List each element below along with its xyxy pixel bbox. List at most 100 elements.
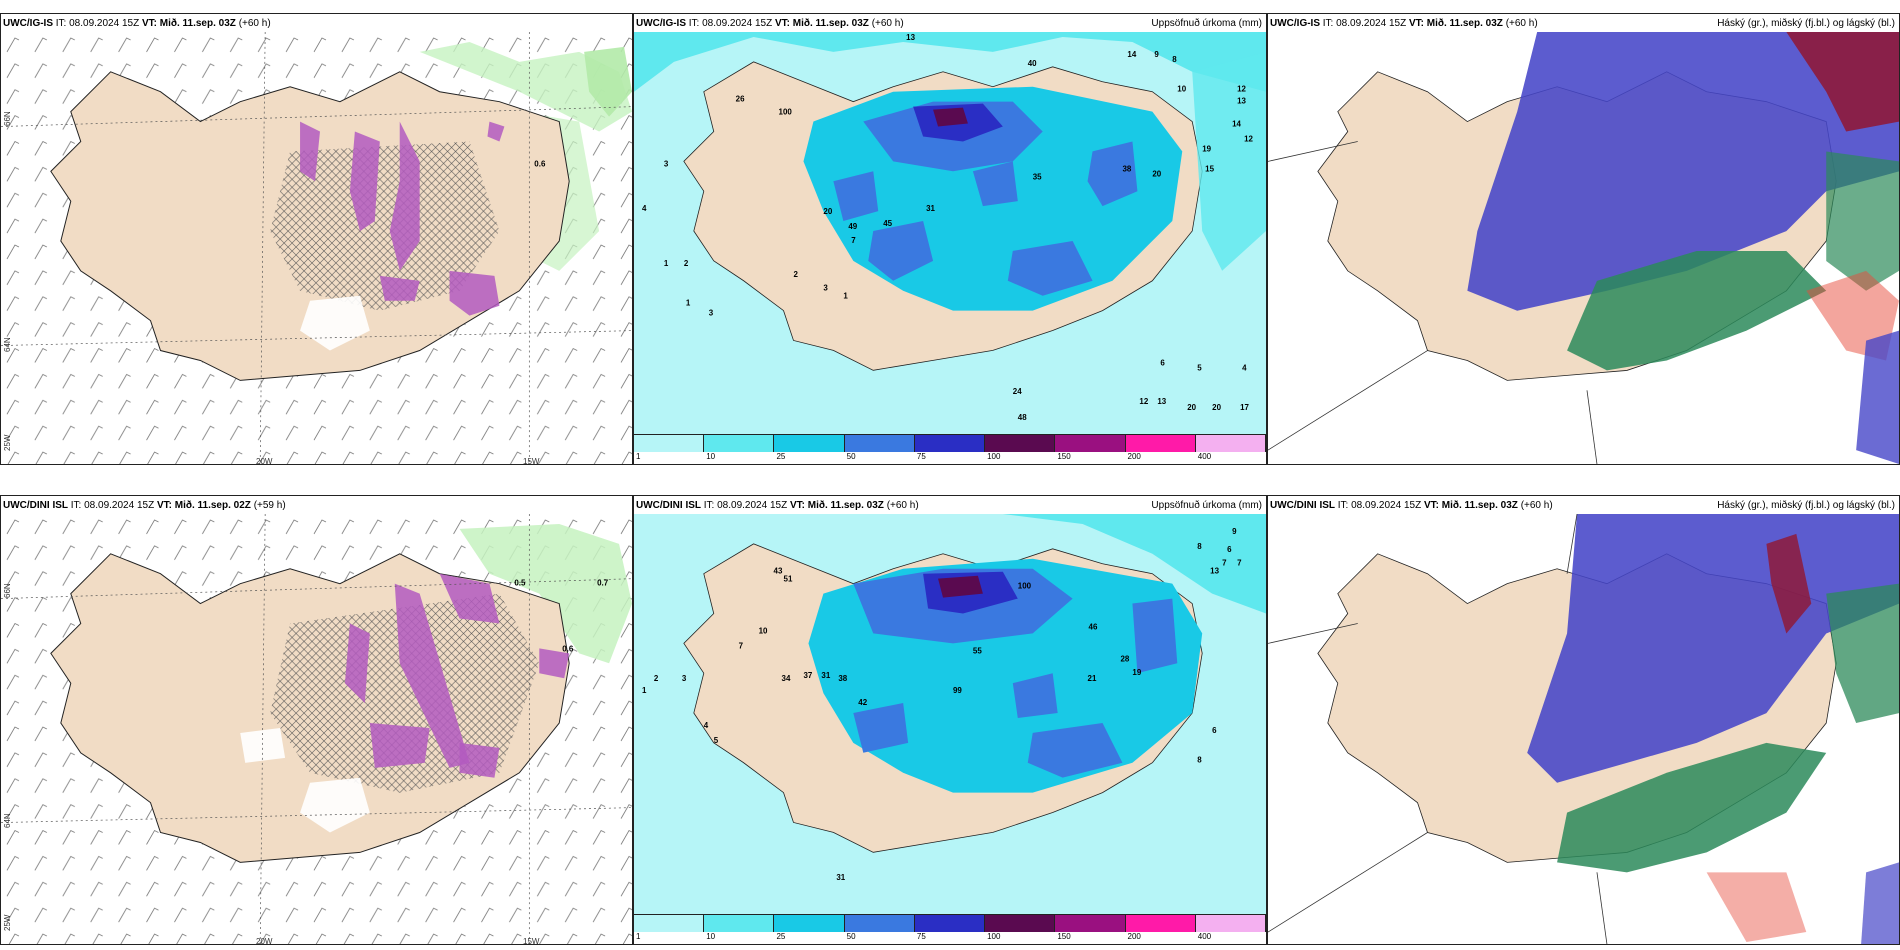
colorbar-swatch [1125, 915, 1196, 933]
colorbar-swatch [1055, 435, 1126, 453]
panel-title: UWC/DINI ISL IT: 08.09.2024 15Z VT: Mið.… [636, 500, 919, 511]
colorbar-swatch [704, 915, 775, 933]
precip-colorbar: 1 10 25 50 75 100 150 200 400 [634, 434, 1266, 464]
svg-text:12: 12 [1237, 85, 1246, 94]
panel-title: UWC/IG-IS IT: 08.09.2024 15Z VT: Mið. 11… [1270, 18, 1538, 29]
panel-subtitle: Uppsöfnuð úrkoma (mm) [1151, 500, 1262, 511]
colorbar-swatch [844, 435, 915, 453]
colorbar-swatch [985, 435, 1056, 453]
svg-text:10: 10 [1177, 85, 1186, 94]
svg-text:21: 21 [1088, 674, 1097, 683]
svg-text:12: 12 [1139, 397, 1148, 406]
svg-text:15: 15 [1205, 164, 1214, 173]
panel-title: UWC/DINI ISL IT: 08.09.2024 15Z VT: Mið.… [1270, 500, 1553, 511]
colorbar-tick: 25 [776, 452, 786, 462]
svg-text:1: 1 [686, 299, 691, 308]
colorbar-tick: 100 [987, 452, 1001, 462]
colorbar-tick: 75 [916, 932, 926, 942]
panel-dini-clouds: UWC/DINI ISL IT: 08.09.2024 15Z VT: Mið.… [1267, 495, 1900, 945]
colorbar-swatch [634, 915, 705, 933]
svg-text:9: 9 [1232, 527, 1237, 536]
svg-text:3: 3 [823, 284, 828, 293]
colorbar-swatch [1195, 915, 1266, 933]
svg-text:100: 100 [1018, 582, 1032, 591]
svg-text:0.7: 0.7 [597, 579, 609, 588]
svg-text:8: 8 [1197, 756, 1202, 765]
svg-text:31: 31 [836, 873, 845, 882]
map-area [1268, 514, 1899, 944]
colorbar-swatch [1195, 435, 1266, 453]
colorbar-swatches [634, 914, 1266, 933]
lon-label-15w: 15W [523, 457, 540, 465]
lon-label-15w: 15W [523, 937, 540, 945]
svg-text:8: 8 [1197, 542, 1202, 551]
colorbar-tick: 25 [776, 932, 786, 942]
svg-text:0.5: 0.5 [514, 579, 526, 588]
lat-label-66n: 66N [3, 583, 12, 598]
svg-text:100: 100 [779, 108, 793, 117]
panel-dini-precip: UWC/DINI ISL IT: 08.09.2024 15Z VT: Mið.… [633, 495, 1267, 945]
svg-text:7: 7 [1222, 559, 1227, 568]
colorbar-swatch [1055, 915, 1126, 933]
svg-text:4: 4 [642, 204, 647, 213]
lat-label-66n: 66N [3, 111, 12, 126]
colorbar-swatches [634, 434, 1266, 453]
map-area: 0.7 0.5 0.6 [1, 514, 632, 944]
colorbar-swatch [914, 435, 986, 453]
svg-text:31: 31 [926, 204, 935, 213]
svg-text:37: 37 [803, 671, 812, 680]
svg-text:13: 13 [1237, 97, 1246, 106]
svg-text:1: 1 [642, 686, 647, 695]
svg-text:1: 1 [843, 292, 848, 301]
svg-text:26: 26 [736, 95, 745, 104]
svg-text:19: 19 [1132, 668, 1141, 677]
colorbar-tick: 200 [1127, 452, 1141, 462]
svg-text:2: 2 [654, 674, 659, 683]
panel-title: UWC/DINI ISL IT: 08.09.2024 15Z VT: Mið.… [3, 500, 286, 511]
svg-text:9: 9 [1154, 50, 1159, 59]
lon-label-20w: 20W [256, 457, 273, 465]
colorbar-tick: 200 [1127, 932, 1141, 942]
panel-title: UWC/IG-IS IT: 08.09.2024 15Z VT: Mið. 11… [3, 18, 271, 29]
colorbar-swatch [985, 915, 1056, 933]
svg-text:99: 99 [953, 686, 962, 695]
colorbar-swatch [774, 435, 845, 453]
svg-text:24: 24 [1013, 387, 1022, 396]
panel-subtitle: Háský (gr.), miðský (fj.bl.) og lágský (… [1717, 500, 1895, 511]
panel-subtitle: Háský (gr.), miðský (fj.bl.) og lágský (… [1717, 18, 1895, 29]
svg-text:20: 20 [1187, 403, 1196, 412]
svg-text:2: 2 [684, 259, 689, 268]
svg-text:14: 14 [1232, 120, 1241, 129]
precip-colorbar: 1 10 25 50 75 100 150 200 400 [634, 914, 1266, 944]
svg-text:14: 14 [1127, 50, 1136, 59]
colorbar-tick: 75 [916, 452, 926, 462]
lon-label-25w: 25W [3, 914, 12, 931]
panel-dini-wind: UWC/DINI ISL IT: 08.09.2024 15Z VT: Mið.… [0, 495, 633, 945]
panel-title: UWC/IG-IS IT: 08.09.2024 15Z VT: Mið. 11… [636, 18, 904, 29]
svg-text:1: 1 [664, 259, 669, 268]
colorbar-swatch [914, 915, 986, 933]
svg-text:48: 48 [1018, 413, 1027, 422]
svg-text:0.6: 0.6 [534, 159, 546, 168]
svg-text:40: 40 [1028, 59, 1037, 68]
colorbar-swatch [634, 435, 705, 453]
colorbar-swatch [1125, 435, 1196, 453]
panel-ig-clouds: UWC/IG-IS IT: 08.09.2024 15Z VT: Mið. 11… [1267, 13, 1900, 465]
svg-text:19: 19 [1202, 144, 1211, 153]
colorbar-tick: 100 [987, 932, 1001, 942]
colorbar-tick: 1 [636, 452, 641, 462]
svg-text:6: 6 [1212, 726, 1217, 735]
colorbar-tick: 400 [1197, 452, 1212, 462]
colorbar-tick: 1 [636, 932, 641, 942]
svg-text:55: 55 [973, 646, 982, 655]
lat-label-64n: 64N [3, 337, 12, 352]
svg-text:38: 38 [838, 674, 847, 683]
svg-text:20: 20 [823, 207, 832, 216]
svg-text:7: 7 [739, 641, 744, 650]
svg-text:12: 12 [1244, 134, 1253, 143]
svg-text:4: 4 [704, 721, 709, 730]
svg-text:4: 4 [1242, 363, 1247, 372]
colorbar-ticks: 1 10 25 50 75 100 150 200 400 [634, 452, 1266, 464]
